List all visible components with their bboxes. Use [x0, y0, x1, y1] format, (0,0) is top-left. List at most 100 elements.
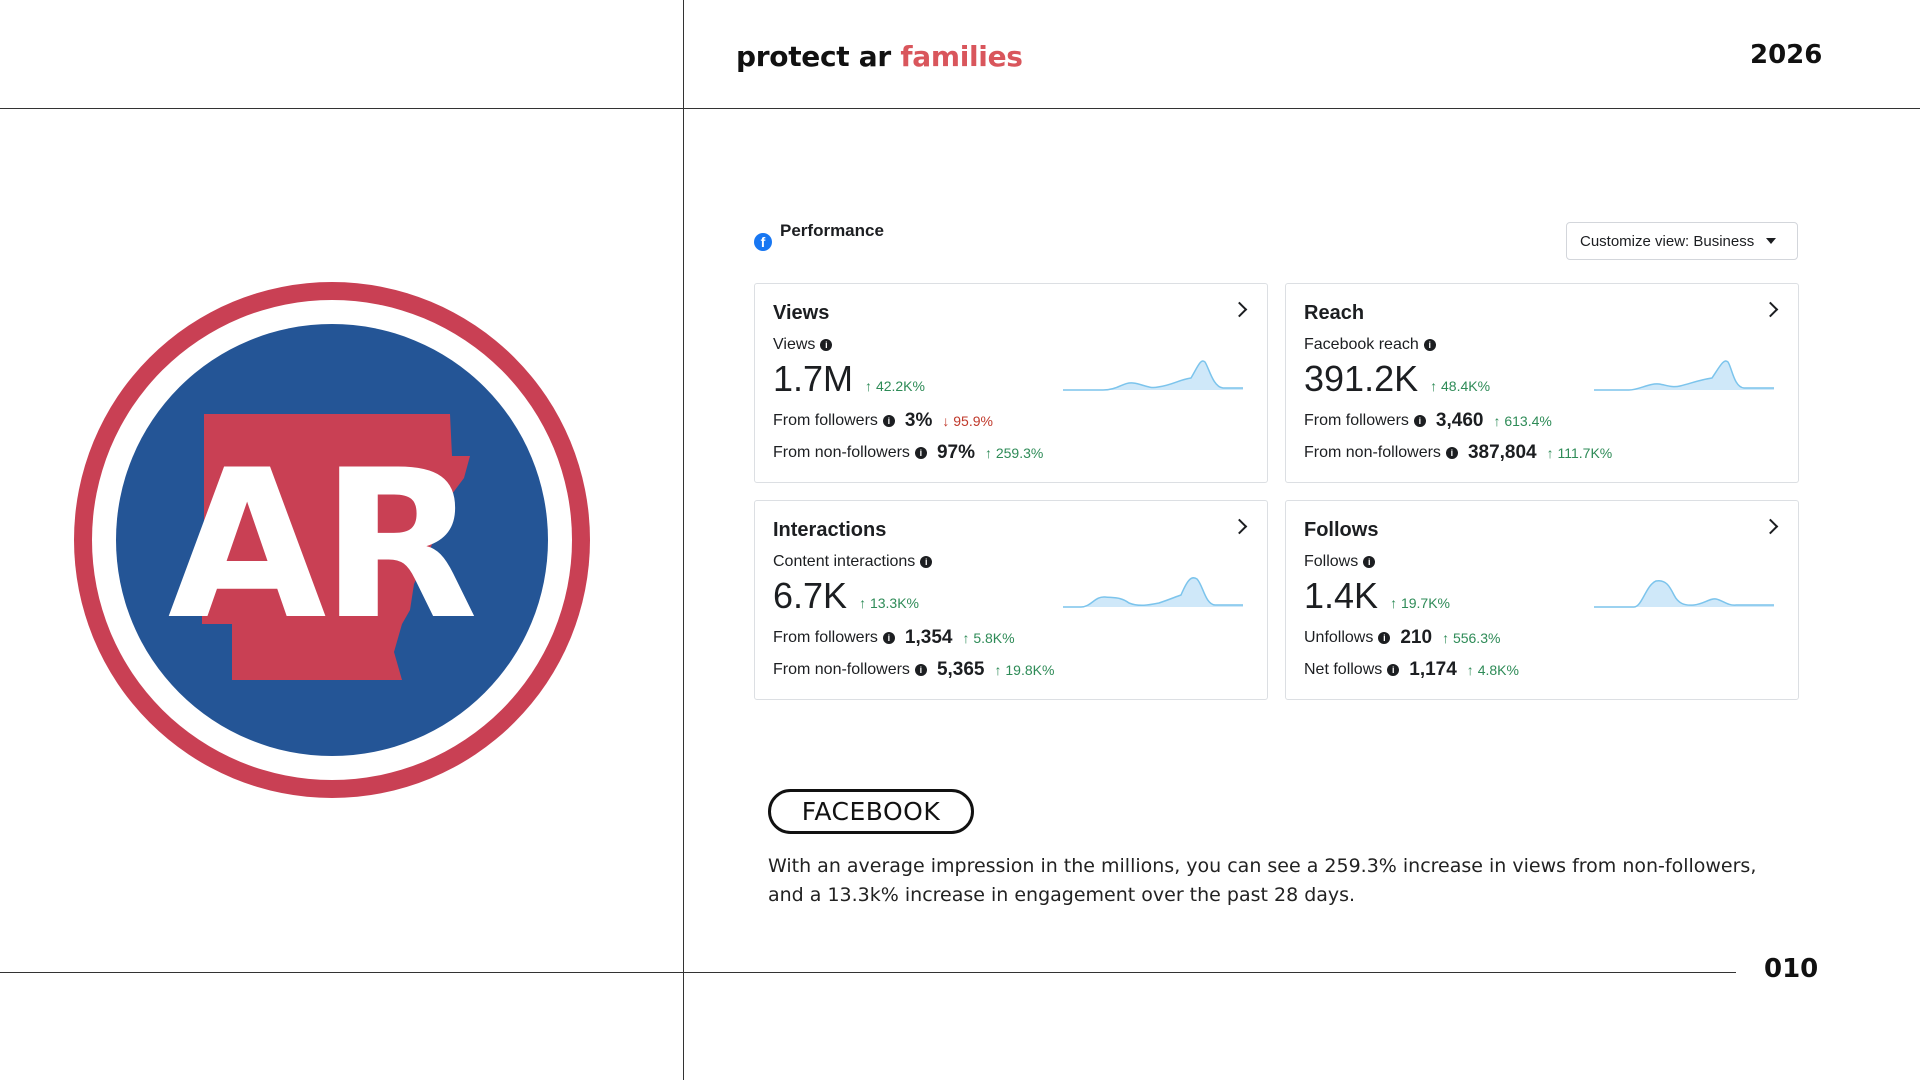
- brand-accent: families: [900, 40, 1023, 73]
- sparkline-chart: [1063, 577, 1243, 608]
- metric-change-text: 19.7K%: [1400, 595, 1450, 611]
- row-label: Unfollows: [1304, 629, 1374, 646]
- row-value: 3,460: [1435, 410, 1484, 431]
- row-value: 1,174: [1409, 659, 1457, 680]
- row-change-text: 259.3%: [995, 445, 1044, 461]
- row-value: 210: [1400, 627, 1433, 648]
- row-change: ↓ 95.9%: [942, 413, 993, 429]
- metric-value-text: 6.7K: [773, 575, 848, 616]
- chevron-right-icon[interactable]: [1231, 301, 1248, 318]
- row-label: From followers: [773, 412, 878, 429]
- row-change: ↑ 4.8K%: [1466, 662, 1519, 678]
- metric-change-text: 42.2K%: [875, 378, 925, 394]
- metric-label: Content interactions i: [773, 553, 933, 571]
- column-divider: [683, 0, 684, 1080]
- breakdown-row: Unfollows i 210 ↑ 556.3%: [1304, 627, 1500, 649]
- row-change: ↑ 111.7K%: [1546, 445, 1613, 461]
- metric-change: ↑ 48.4K%: [1430, 378, 1491, 394]
- breakdown-row: From non-followers i 97% ↑ 259.3%: [773, 442, 1043, 464]
- metric-change-text: 13.3K%: [869, 595, 919, 611]
- logo-text: AR: [168, 427, 475, 665]
- customize-view-dropdown[interactable]: Customize view: Business: [1566, 222, 1798, 260]
- chevron-right-icon[interactable]: [1762, 301, 1779, 318]
- row-value: 1,354: [904, 627, 953, 648]
- chevron-right-icon[interactable]: [1762, 518, 1779, 535]
- metric-change: ↑ 19.7K%: [1390, 595, 1450, 611]
- metric-value: 1.7M ↑ 42.2K%: [773, 358, 925, 400]
- row-change: ↑ 556.3%: [1442, 630, 1501, 646]
- breakdown-row: Net follows i 1,174 ↑ 4.8K%: [1304, 659, 1519, 681]
- row-value: 3%: [904, 410, 933, 431]
- card-title: Interactions: [773, 519, 887, 541]
- info-icon[interactable]: i: [914, 664, 927, 676]
- metric-value-text: 391.2K: [1304, 358, 1419, 399]
- row-label: From followers: [773, 629, 878, 646]
- info-icon[interactable]: i: [882, 632, 895, 644]
- metric-change: ↑ 13.3K%: [859, 595, 919, 611]
- row-value: 387,804: [1467, 442, 1537, 463]
- info-icon[interactable]: i: [1413, 415, 1426, 427]
- breakdown-row: From followers i 1,354 ↑ 5.8K%: [773, 627, 1015, 649]
- card-reach[interactable]: Reach Facebook reach i 391.2K ↑ 48.4K% Fro…: [1285, 283, 1799, 483]
- metric-label-text: Facebook reach: [1304, 336, 1419, 353]
- breakdown-row: From non-followers i 387,804 ↑ 111.7K%: [1304, 442, 1612, 464]
- sparkline-chart: [1063, 360, 1243, 391]
- card-interactions[interactable]: Interactions Content interactions i 6.7K ↑…: [754, 500, 1268, 700]
- info-icon[interactable]: i: [914, 447, 927, 459]
- row-label: From non-followers: [1304, 444, 1441, 461]
- sparkline-chart: [1594, 360, 1774, 391]
- row-value: 97%: [936, 442, 975, 463]
- row-label: From non-followers: [773, 661, 910, 678]
- row-label: Net follows: [1304, 661, 1383, 678]
- customize-view-label: Customize view: Business: [1580, 232, 1755, 250]
- card-views[interactable]: Views Views i 1.7M ↑ 42.2K% From followers…: [754, 283, 1268, 483]
- chevron-right-icon[interactable]: [1231, 518, 1248, 535]
- metric-value: 1.4K ↑ 19.7K%: [1304, 575, 1450, 617]
- ar-logo: AR: [74, 282, 590, 798]
- metric-label: Views i: [773, 336, 833, 354]
- row-change: ↑ 19.8K%: [994, 662, 1055, 678]
- brand-title: protect ar families: [736, 40, 1023, 73]
- card-follows[interactable]: Follows Follows i 1.4K ↑ 19.7K% Unfollows i…: [1285, 500, 1799, 700]
- page-number: 010: [1764, 954, 1819, 984]
- metric-label-text: Views: [773, 336, 816, 353]
- year-label: 2026: [1750, 40, 1823, 70]
- breakdown-row: From non-followers i 5,365 ↑ 19.8K%: [773, 659, 1054, 681]
- row-label: From non-followers: [773, 444, 910, 461]
- info-icon[interactable]: i: [1423, 339, 1436, 351]
- info-icon[interactable]: i: [1387, 664, 1400, 676]
- breakdown-row: From followers i 3% ↓ 95.9%: [773, 410, 993, 432]
- row-change-text: 95.9%: [953, 413, 993, 429]
- metric-change-text: 48.4K%: [1441, 378, 1491, 394]
- metric-label-text: Follows: [1304, 553, 1359, 570]
- row-change-text: 111.7K%: [1557, 445, 1613, 461]
- arkansas-shape: [202, 414, 470, 680]
- header-divider: [0, 108, 1920, 109]
- info-icon[interactable]: i: [882, 415, 895, 427]
- row-change-text: 613.4%: [1504, 413, 1552, 429]
- row-change-text: 4.8K%: [1477, 662, 1519, 678]
- performance-title: Performance: [780, 221, 884, 240]
- info-icon[interactable]: i: [820, 339, 833, 351]
- section-label: FACEBOOK: [768, 789, 974, 834]
- card-title: Reach: [1304, 302, 1365, 324]
- info-icon[interactable]: i: [1445, 447, 1458, 459]
- row-change-text: 19.8K%: [1005, 662, 1055, 678]
- performance-header: f Performance: [754, 220, 884, 251]
- section-description: With an average impression in the millio…: [768, 855, 1757, 906]
- metric-change: ↑ 42.2K%: [865, 378, 925, 394]
- row-change-text: 556.3%: [1452, 630, 1501, 646]
- facebook-icon: f: [754, 233, 772, 251]
- info-icon[interactable]: i: [1363, 556, 1376, 568]
- row-label: From followers: [1304, 412, 1409, 429]
- metric-value-text: 1.7M: [773, 358, 854, 399]
- info-icon[interactable]: i: [920, 556, 933, 568]
- card-title: Views: [773, 302, 830, 324]
- row-change-text: 5.8K%: [973, 630, 1015, 646]
- caret-down-icon: [1766, 238, 1777, 244]
- info-icon[interactable]: i: [1378, 632, 1391, 644]
- metric-value-text: 1.4K: [1304, 575, 1379, 616]
- metric-value: 6.7K ↑ 13.3K%: [773, 575, 919, 617]
- card-title: Follows: [1304, 519, 1379, 541]
- row-value: 5,365: [936, 659, 985, 680]
